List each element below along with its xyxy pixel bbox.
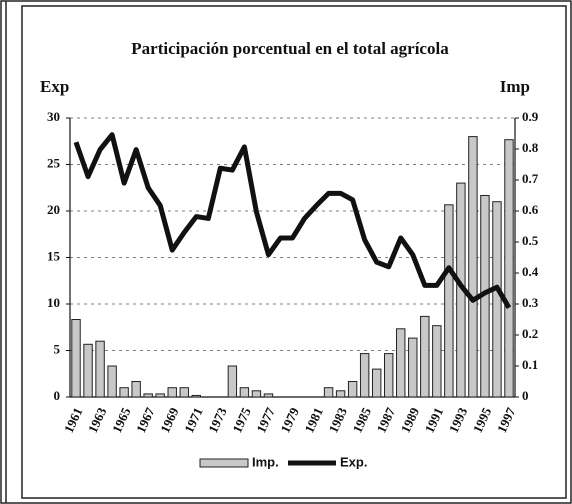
bar [492,201,502,398]
y2-tick-label: 0.8 [522,140,539,155]
y-tick-label: 15 [47,248,61,263]
bar [227,365,238,398]
bar [119,387,129,398]
bar [504,139,514,398]
chart-title: Participación porcentual en el total agr… [131,39,449,58]
y-tick-label: 5 [54,341,61,356]
y-tick-label: 30 [47,109,60,124]
bar [179,387,189,398]
bar [408,337,418,398]
bar [359,353,370,398]
legend-label: Imp. [252,454,279,469]
y2-tick-label: 0.9 [522,109,539,124]
bar [131,381,141,398]
bar [71,319,81,398]
bar [347,381,358,398]
y-tick-label: 20 [47,202,60,217]
bar [384,353,394,398]
bar [107,365,117,398]
y-tick-label: 0 [54,388,61,403]
legend-swatch [199,458,249,468]
bar [432,325,442,398]
bar [263,393,274,398]
bar [155,393,165,398]
line [73,132,512,309]
y2-tick-label: 0.7 [522,171,539,186]
bar [143,393,153,398]
bar [371,368,382,398]
bar [396,328,406,398]
bar [167,387,177,398]
bar [83,343,93,398]
bar [420,315,430,398]
bar [323,387,334,398]
y2-tick-label: 0.5 [522,233,539,248]
bar [191,394,201,398]
chart-frame [21,5,567,499]
y-tick-label: 25 [47,155,61,170]
y2-tick-label: 0 [522,388,529,403]
bar [95,340,105,398]
y-axis-label: Exp [40,77,69,96]
bar [444,204,454,398]
legend-label: Exp. [340,454,367,469]
y-tick-label: 10 [47,295,60,310]
y2-axis-label: Imp [500,77,530,96]
y2-tick-label: 0.1 [522,357,538,372]
bar [335,390,346,398]
y2-tick-label: 0.4 [522,264,539,279]
bar [468,136,478,398]
y2-tick-label: 0.6 [522,202,539,217]
y2-tick-label: 0.2 [522,326,538,341]
bar [239,387,250,398]
y2-tick-label: 0.3 [522,295,539,310]
bar [251,390,262,398]
